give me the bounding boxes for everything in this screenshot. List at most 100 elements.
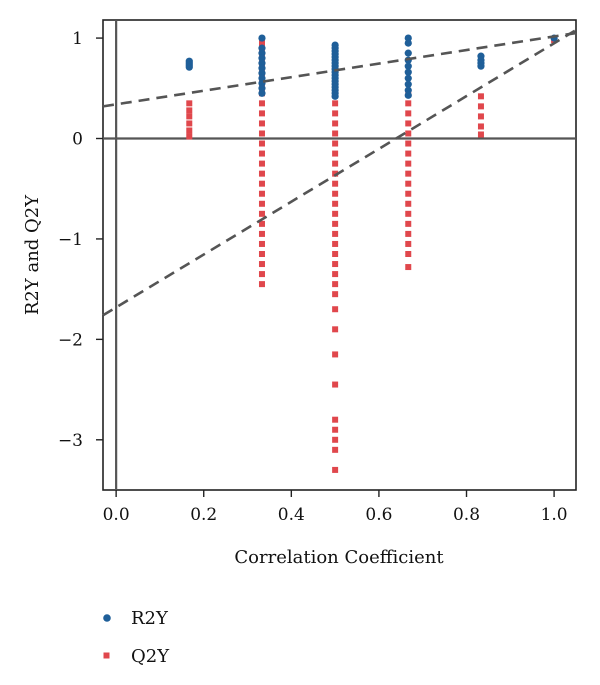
data-point-r2y (331, 92, 339, 100)
data-point-r2y (185, 63, 193, 71)
data-point-q2y (258, 230, 265, 237)
x-tick-label: 0.2 (190, 505, 217, 525)
data-point-q2y (258, 210, 265, 217)
data-point-r2y (258, 64, 266, 72)
data-point-r2y (404, 74, 412, 82)
data-point-q2y (332, 250, 339, 257)
data-point-q2y (405, 100, 412, 107)
data-point-q2y (186, 133, 193, 140)
data-point-q2y (258, 240, 265, 247)
data-point-r2y (258, 49, 266, 57)
regression-lines (102, 28, 577, 317)
data-point-q2y (258, 250, 265, 257)
legend: R2Y Q2Y (103, 608, 170, 667)
data-point-q2y (258, 120, 265, 127)
data-point-q2y (332, 190, 339, 197)
data-point-r2y (404, 86, 412, 94)
data-point-r2y (404, 68, 412, 76)
data-point-q2y (258, 180, 265, 187)
data-point-q2y (405, 120, 412, 127)
data-point-q2y (405, 110, 412, 117)
data-point-q2y (332, 220, 339, 227)
data-point-q2y (405, 264, 412, 271)
data-point-q2y (258, 170, 265, 177)
data-point-q2y (332, 130, 339, 137)
data-point-q2y (332, 306, 339, 313)
data-point-r2y (404, 62, 412, 70)
data-point-q2y (332, 436, 339, 443)
data-point-q2y (332, 120, 339, 127)
data-point-q2y (258, 190, 265, 197)
data-point-q2y (332, 100, 339, 107)
data-point-r2y (258, 74, 266, 82)
legend-marker-q2y (103, 652, 110, 659)
data-point-r2y (258, 34, 266, 42)
x-axis: 0.0 0.2 0.4 0.6 0.8 1.0 (103, 490, 568, 525)
y-axis: 1 0 −1 −2 −3 (58, 29, 103, 451)
data-point-q2y (332, 446, 339, 453)
data-point-q2y (405, 140, 412, 147)
data-point-r2y (404, 80, 412, 88)
y-axis-title: R2Y and Q2Y (22, 194, 43, 315)
plot-frame (102, 19, 577, 491)
data-point-q2y (258, 100, 265, 107)
data-point-q2y (332, 261, 339, 268)
data-point-q2y (258, 281, 265, 288)
data-point-q2y (332, 210, 339, 217)
data-point-q2y (332, 416, 339, 423)
y-tick-label: −3 (58, 431, 83, 451)
data-point-q2y (258, 261, 265, 268)
data-point-q2y (186, 100, 193, 107)
data-point-q2y (332, 160, 339, 167)
y-tick-label: 1 (72, 29, 83, 49)
data-point-r2y (404, 39, 412, 47)
legend-label-r2y: R2Y (131, 608, 169, 629)
y-tick-label: −1 (58, 230, 83, 250)
regression-line-q2y (102, 28, 577, 317)
data-point-q2y (477, 113, 484, 120)
data-point-r2y (404, 49, 412, 57)
data-point-q2y (186, 127, 193, 134)
data-point-q2y (405, 130, 412, 137)
series-q2y (186, 37, 558, 473)
data-point-q2y (332, 351, 339, 358)
data-point-r2y (404, 91, 412, 99)
data-point-r2y (258, 54, 266, 62)
data-point-q2y (332, 110, 339, 117)
data-point-q2y (405, 240, 412, 247)
data-marks (185, 34, 558, 473)
y-tick-label: −2 (58, 330, 83, 350)
data-point-r2y (258, 84, 266, 92)
data-point-q2y (332, 170, 339, 177)
data-point-r2y (258, 69, 266, 77)
x-tick-label: 0.0 (103, 505, 130, 525)
data-point-q2y (405, 150, 412, 157)
data-point-q2y (332, 140, 339, 147)
data-point-q2y (258, 110, 265, 117)
data-point-q2y (477, 93, 484, 100)
x-tick-label: 0.4 (278, 505, 305, 525)
data-point-q2y (405, 210, 412, 217)
data-point-q2y (332, 150, 339, 157)
data-point-q2y (332, 230, 339, 237)
plot-area (102, 19, 577, 491)
data-point-q2y (405, 190, 412, 197)
x-axis-title: Correlation Coefficient (234, 547, 444, 568)
data-point-q2y (477, 131, 484, 138)
data-point-q2y (258, 140, 265, 147)
data-point-q2y (332, 271, 339, 278)
data-point-q2y (332, 291, 339, 298)
data-point-q2y (477, 123, 484, 130)
x-tick-label: 0.6 (365, 505, 392, 525)
series-r2y (185, 34, 558, 100)
data-point-r2y (258, 89, 266, 97)
data-point-q2y (405, 160, 412, 167)
data-point-q2y (258, 150, 265, 157)
legend-label-q2y: Q2Y (131, 646, 170, 667)
data-point-r2y (258, 44, 266, 52)
data-point-q2y (405, 200, 412, 207)
data-point-q2y (186, 107, 193, 114)
data-point-q2y (258, 271, 265, 278)
data-point-r2y (477, 62, 485, 70)
